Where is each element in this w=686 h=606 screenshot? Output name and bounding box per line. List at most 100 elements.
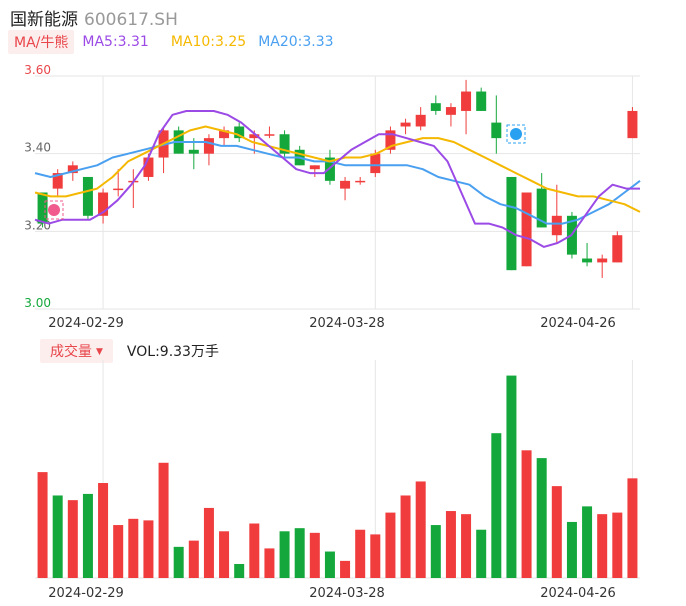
bear-marker-icon [44, 200, 64, 220]
volume-bar [385, 512, 396, 578]
volume-legend: 成交量 ▼ VOL:9.33万手 [40, 339, 219, 363]
bull-marker-icon [506, 124, 526, 144]
ma20-label: MA20:3.33 [258, 34, 334, 50]
candle-body [203, 138, 214, 154]
marker-dot [510, 128, 522, 140]
volume-bar [98, 483, 109, 578]
volume-x-tick-label: 2024-03-28 [309, 586, 385, 601]
volume-bar [324, 551, 335, 578]
volume-bar [597, 514, 608, 578]
candle-body [506, 176, 517, 271]
candle-body [264, 134, 275, 136]
ma10-line [34, 125, 641, 213]
candle-body [385, 130, 396, 150]
volume-bar [128, 518, 139, 578]
volume-bar [249, 523, 260, 578]
candle-body [188, 149, 199, 154]
volume-bar [264, 548, 275, 578]
volume-bar [582, 506, 593, 578]
candle-body [400, 122, 411, 127]
volume-bar [521, 450, 532, 578]
candle-body [355, 180, 366, 183]
candle-body [582, 258, 593, 263]
volume-bar [415, 481, 426, 578]
candle-body [113, 188, 124, 191]
candle-body [461, 91, 472, 111]
ma10-label: MA10:3.25 [170, 34, 247, 50]
candle-body [612, 235, 623, 263]
volume-bar [113, 525, 124, 578]
marker-frame [44, 200, 64, 220]
candle-body [627, 110, 638, 139]
candle-body [491, 122, 502, 139]
candle-body [415, 114, 426, 127]
volume-x-tick-label: 2024-04-26 [540, 586, 616, 601]
volume-bar [536, 458, 547, 578]
y-tick-label: 3.40 [24, 141, 51, 155]
y-tick-label: 3.00 [24, 296, 51, 310]
x-tick-label: 2024-03-28 [309, 316, 385, 331]
y-tick-label: 3.60 [24, 63, 51, 77]
stock-code: 600617.SH [84, 10, 178, 30]
candle-body [67, 165, 78, 174]
candle-body [219, 130, 230, 139]
marker-frame [506, 124, 526, 144]
volume-bar [173, 546, 184, 578]
volume-bar [158, 462, 169, 578]
candle-body [370, 153, 381, 174]
candle-body [98, 192, 109, 216]
candle-body [37, 192, 48, 224]
volume-bar [612, 512, 623, 578]
x-tick-label: 2024-02-29 [48, 316, 124, 331]
volume-bar [627, 478, 638, 578]
volume-bar [294, 528, 305, 578]
volume-bar [476, 529, 487, 578]
volume-bar [506, 375, 517, 578]
ma-legend: MA/牛熊 MA5:3.31 MA10:3.25 MA20:3.33 [8, 30, 334, 54]
candle-body [521, 192, 532, 267]
volume-bar [566, 521, 577, 578]
volume-bar [203, 507, 214, 578]
candle-body [340, 180, 351, 189]
x-tick-label: 2024-04-26 [540, 316, 616, 331]
volume-bar [355, 529, 366, 578]
volume-bar [445, 511, 456, 578]
candle-body [476, 91, 487, 111]
candle-body [551, 215, 562, 236]
candle-body [597, 258, 608, 263]
volume-bar [340, 560, 351, 578]
volume-bar [400, 495, 411, 578]
stock-title: 国新能源 600617.SH [10, 5, 178, 30]
candle-body [234, 126, 245, 139]
volume-bar [234, 563, 245, 578]
marker-dot [48, 204, 60, 216]
volume-value: VOL:9.33万手 [126, 344, 219, 360]
volume-bar [370, 534, 381, 578]
volume-bar [188, 540, 199, 578]
ma5-label: MA5:3.31 [82, 34, 149, 50]
candle-body [143, 157, 154, 177]
candle-body [82, 176, 93, 216]
candle-body [249, 134, 260, 139]
volume-bar [279, 531, 290, 578]
candle-body [445, 107, 456, 115]
candle-body [309, 165, 320, 170]
volume-bar [430, 525, 441, 578]
candle-body [52, 173, 63, 189]
candle-body [324, 157, 335, 181]
volume-bar [309, 532, 320, 578]
volume-bar [143, 520, 154, 578]
volume-bar [67, 500, 78, 578]
candle-body [536, 188, 547, 228]
volume-bar [82, 493, 93, 578]
volume-bar [461, 514, 472, 578]
volume-indicator-selector[interactable]: 成交量 ▼ [40, 339, 113, 363]
volume-bar [52, 495, 63, 578]
volume-x-tick-label: 2024-02-29 [48, 586, 124, 601]
ma-indicator-selector[interactable]: MA/牛熊 [8, 30, 75, 54]
stock-name: 国新能源 [10, 10, 78, 30]
volume-bar [491, 433, 502, 578]
candle-body [279, 134, 290, 154]
candle-body [430, 103, 441, 111]
